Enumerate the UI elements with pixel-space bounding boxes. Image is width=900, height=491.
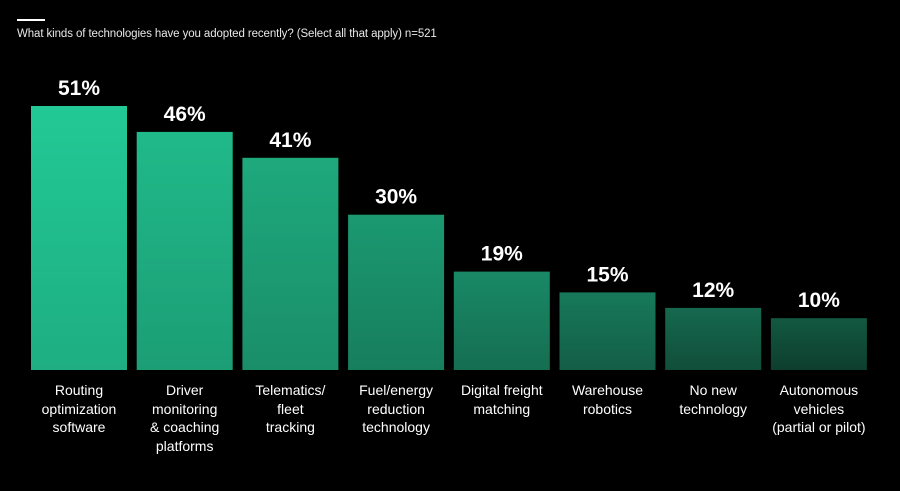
category-label: Driver monitoring & coaching platforms <box>150 382 220 454</box>
category-label: Autonomous vehicles (partial or pilot) <box>772 382 866 435</box>
bar-value-label: 15% <box>586 263 628 286</box>
bar-value-label: 19% <box>481 243 523 266</box>
bar-value-label: 41% <box>269 129 311 152</box>
bar-2 <box>136 131 233 370</box>
category-label: Fuel/energy reduction technology <box>359 382 434 435</box>
bar-value-label: 10% <box>798 289 840 312</box>
bar-value-label: 46% <box>164 103 206 126</box>
bar-value-label: 30% <box>375 186 417 209</box>
category-label: Routing optimization software <box>41 382 117 435</box>
chart-subtitle: What kinds of technologies have you adop… <box>17 28 437 40</box>
category-label: No new technology <box>679 382 748 417</box>
category-label: Telematics/ fleet tracking <box>255 382 326 435</box>
bar-3 <box>242 157 339 370</box>
bar-1 <box>31 106 127 370</box>
bar-value-label: 51% <box>58 77 100 100</box>
bar-6 <box>559 292 656 370</box>
bar-7 <box>665 307 762 370</box>
bar-4 <box>348 214 445 370</box>
category-label: Warehouse robotics <box>571 382 644 417</box>
bar-value-label: 12% <box>692 279 734 302</box>
category-label: Digital freight matching <box>460 382 543 417</box>
accent-rule <box>17 19 45 21</box>
bar-8 <box>770 318 867 370</box>
bar-5 <box>453 271 550 370</box>
